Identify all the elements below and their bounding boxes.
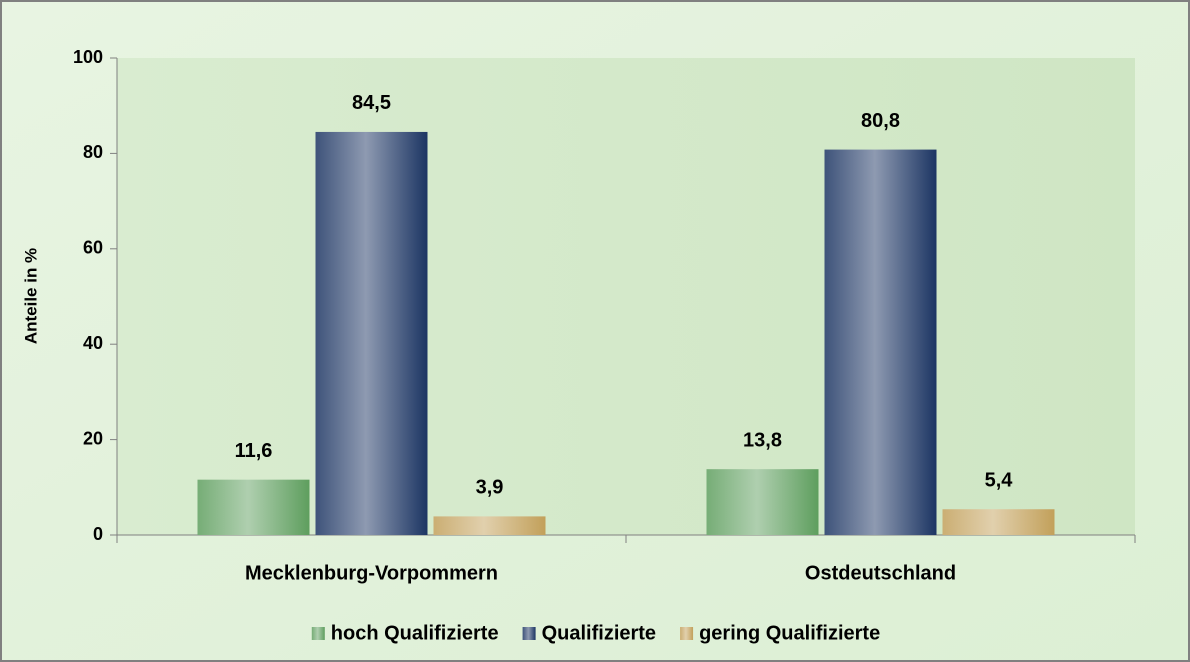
legend-label: hoch Qualifizierte bbox=[331, 622, 499, 644]
legend-label: gering Qualifizierte bbox=[699, 622, 880, 644]
y-tick-label: 40 bbox=[83, 333, 103, 353]
legend-swatch bbox=[680, 627, 694, 640]
data-label: 80,8 bbox=[861, 110, 900, 132]
bar bbox=[942, 509, 1055, 535]
y-axis-label: Anteile in % bbox=[21, 248, 40, 344]
y-tick-label: 60 bbox=[83, 238, 103, 258]
bar bbox=[824, 149, 937, 536]
legend: hoch Qualifizierte Qualifizierte gering Qu… bbox=[311, 622, 880, 644]
y-tick-label: 0 bbox=[93, 524, 103, 544]
bar bbox=[315, 131, 428, 535]
y-tick-label: 100 bbox=[73, 47, 103, 67]
bar bbox=[706, 469, 819, 535]
data-label: 5,4 bbox=[985, 470, 1014, 492]
plot-area bbox=[117, 58, 1135, 535]
y-tick-label: 80 bbox=[83, 142, 103, 162]
legend-swatch bbox=[522, 627, 536, 640]
x-tick-label: Mecklenburg-Vorpommern bbox=[245, 562, 498, 584]
bar bbox=[433, 516, 546, 535]
y-tick-label: 20 bbox=[83, 428, 103, 448]
data-label: 3,9 bbox=[476, 477, 504, 499]
x-tick-label: Ostdeutschland bbox=[805, 562, 956, 584]
data-label: 11,6 bbox=[235, 440, 273, 462]
data-label: 13,8 bbox=[743, 429, 782, 451]
legend-label: Qualifizierte bbox=[542, 622, 656, 644]
legend-swatch bbox=[311, 627, 325, 640]
bar bbox=[197, 479, 310, 535]
data-label: 84,5 bbox=[352, 92, 391, 114]
